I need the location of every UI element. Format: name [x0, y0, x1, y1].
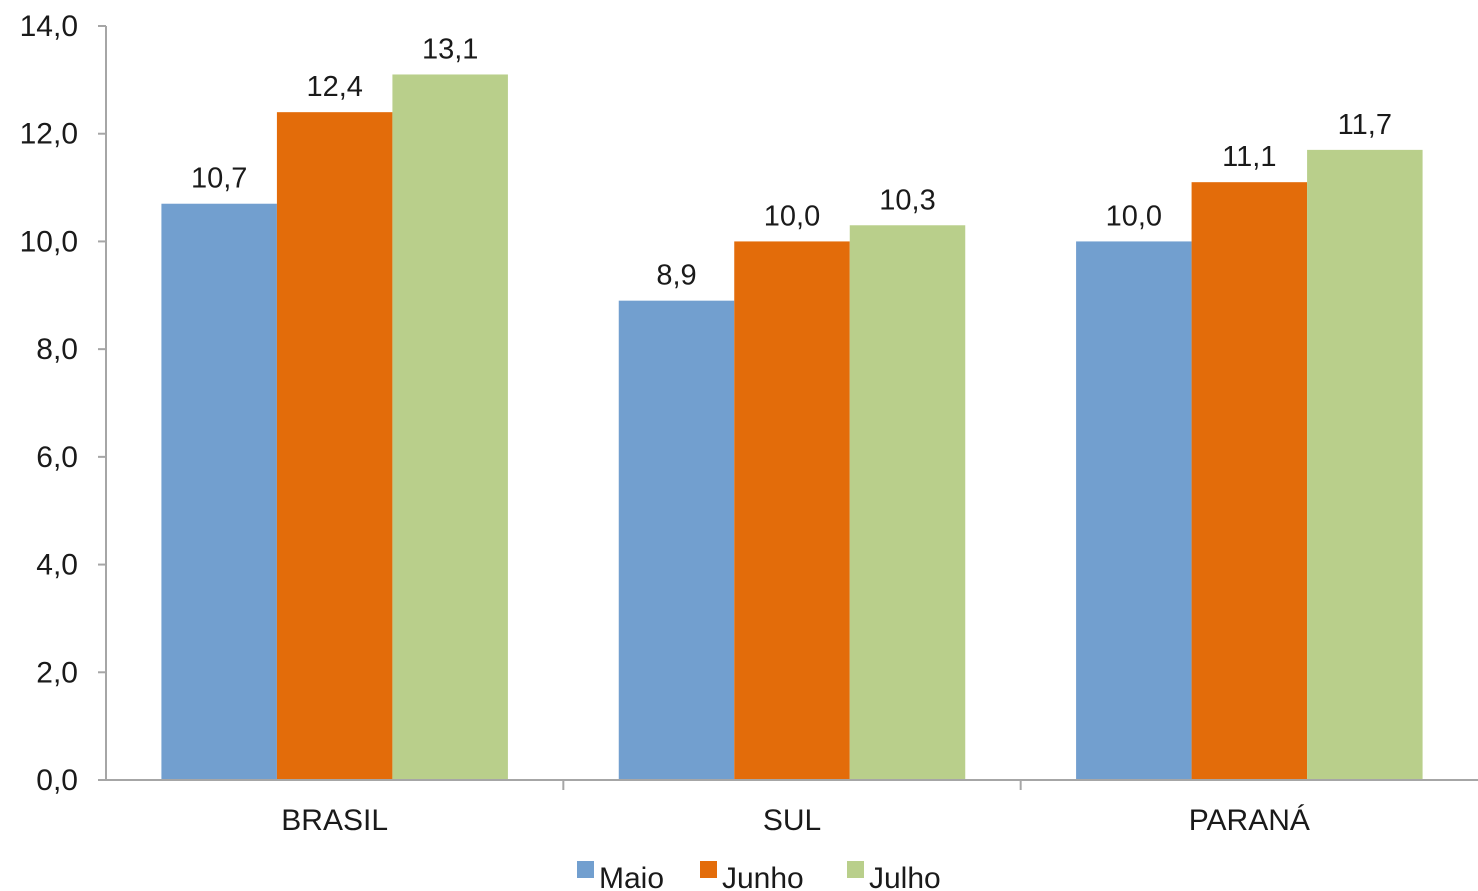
y-tick-label: 6,0	[36, 441, 78, 474]
y-tick-label: 4,0	[36, 549, 78, 582]
x-category-label: BRASIL	[281, 804, 388, 837]
legend-label: Maio	[599, 862, 664, 891]
y-tick-label: 12,0	[20, 118, 78, 151]
bar-junho	[734, 241, 850, 780]
legend-label: Junho	[722, 862, 804, 891]
y-axis-ticks: 0,0 2,0 4,0 6,0 8,0 10,0 12,0 14,0	[20, 10, 106, 797]
legend-label: Julho	[869, 862, 941, 891]
bar-maio	[161, 203, 277, 780]
bars-group	[161, 74, 1423, 780]
x-category-label: SUL	[763, 804, 821, 837]
bar-junho	[1191, 182, 1308, 780]
y-tick-label: 0,0	[36, 764, 78, 797]
data-label: 10,3	[879, 184, 935, 216]
data-label: 8,9	[656, 260, 696, 292]
legend: Maio Junho Julho	[577, 861, 941, 891]
data-label: 10,0	[764, 200, 820, 232]
y-tick-label: 14,0	[20, 10, 78, 43]
bar-julho	[1307, 149, 1423, 780]
bar-julho	[849, 225, 966, 780]
bar-maio	[618, 300, 735, 780]
data-label: 10,7	[191, 163, 247, 195]
data-label: 12,4	[306, 71, 362, 103]
bar-julho	[392, 74, 508, 780]
bar-junho	[276, 112, 393, 780]
x-axis-category-labels: BRASIL SUL PARANÁ	[281, 804, 1310, 837]
legend-swatch-maio	[577, 861, 594, 878]
y-tick-label: 2,0	[36, 656, 78, 689]
bar-maio	[1076, 241, 1192, 780]
axes-group	[105, 26, 1478, 790]
data-label: 11,7	[1338, 109, 1392, 141]
x-category-label: PARANÁ	[1189, 804, 1310, 837]
legend-swatch-junho	[700, 861, 717, 878]
data-label: 11,1	[1222, 141, 1276, 173]
legend-swatch-julho	[847, 861, 864, 878]
data-label: 10,0	[1106, 200, 1162, 232]
data-labels-group: 10,7 12,4 13,1 8,9 10,0 10,3 10,0 11,1 11,7	[191, 33, 1392, 291]
data-label: 13,1	[422, 33, 478, 65]
y-tick-label: 10,0	[20, 225, 78, 258]
y-tick-label: 8,0	[36, 333, 78, 366]
